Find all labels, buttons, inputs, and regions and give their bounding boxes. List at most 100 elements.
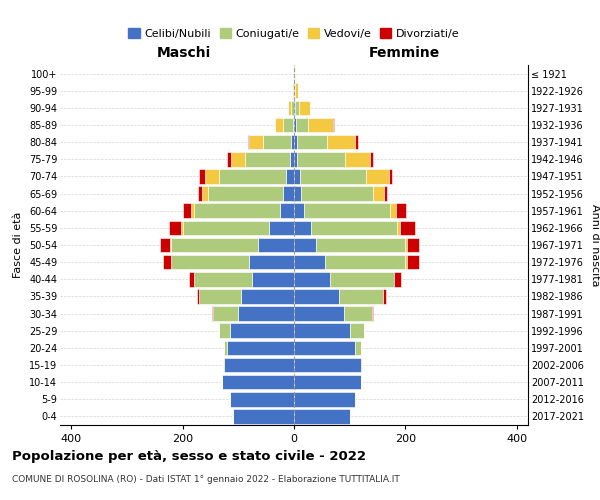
Bar (294, 272, 330, 286)
Bar (391, 204, 396, 218)
Bar (311, 220, 397, 235)
Bar (367, 169, 389, 184)
Legend: Celibi/Nubili, Coniugati/e, Vedovi/e, Divorziati/e: Celibi/Nubili, Coniugati/e, Vedovi/e, Di… (124, 24, 464, 44)
Bar (294, 340, 355, 355)
Bar (293, 84, 294, 98)
Bar (370, 152, 373, 166)
Bar (199, 169, 205, 184)
Bar (294, 375, 361, 390)
Bar (172, 238, 258, 252)
Y-axis label: Fasce di età: Fasce di età (13, 212, 23, 278)
Text: Femmine: Femmine (368, 46, 440, 60)
Bar (297, 135, 328, 150)
Bar (406, 255, 407, 270)
Bar (294, 84, 295, 98)
Bar (286, 169, 294, 184)
Bar (219, 169, 286, 184)
Bar (169, 220, 181, 235)
Bar (383, 289, 386, 304)
Bar (338, 289, 383, 304)
Bar (163, 255, 171, 270)
Bar (219, 324, 230, 338)
Bar (294, 392, 355, 406)
Bar (263, 135, 291, 150)
Bar (328, 135, 355, 150)
Bar (230, 324, 294, 338)
Bar (372, 306, 373, 321)
Bar (230, 392, 294, 406)
Bar (308, 118, 333, 132)
Bar (205, 169, 219, 184)
Bar (407, 238, 419, 252)
Bar (250, 135, 263, 150)
Bar (294, 324, 350, 338)
Bar (355, 340, 361, 355)
Bar (197, 186, 202, 201)
Bar (269, 220, 294, 235)
Bar (275, 118, 283, 132)
Text: COMUNE DI ROSOLINA (RO) - Dati ISTAT 1° gennaio 2022 - Elaborazione TUTTITALIA.I: COMUNE DI ROSOLINA (RO) - Dati ISTAT 1° … (12, 475, 400, 484)
Bar (194, 272, 252, 286)
Bar (350, 324, 364, 338)
Bar (296, 118, 308, 132)
Bar (182, 220, 269, 235)
Bar (227, 152, 231, 166)
Bar (294, 152, 298, 166)
Bar (294, 118, 296, 132)
Bar (291, 135, 294, 150)
Bar (280, 204, 294, 218)
Bar (294, 289, 338, 304)
Bar (294, 169, 299, 184)
Bar (208, 186, 283, 201)
Bar (252, 272, 294, 286)
Bar (221, 375, 294, 390)
Bar (344, 306, 372, 321)
Bar (283, 186, 294, 201)
Bar (294, 238, 316, 252)
Bar (299, 169, 367, 184)
Bar (283, 118, 293, 132)
Bar (396, 204, 406, 218)
Text: Maschi: Maschi (157, 46, 211, 60)
Bar (294, 135, 297, 150)
Bar (293, 118, 294, 132)
Bar (170, 238, 172, 252)
Bar (212, 306, 213, 321)
Bar (294, 204, 304, 218)
Bar (241, 289, 294, 304)
Bar (172, 255, 250, 270)
Bar (355, 135, 358, 150)
Bar (250, 255, 294, 270)
Bar (289, 100, 291, 115)
Bar (344, 152, 370, 166)
Bar (316, 238, 406, 252)
Bar (245, 152, 290, 166)
Bar (294, 409, 350, 424)
Bar (294, 186, 301, 201)
Bar (294, 255, 325, 270)
Bar (292, 84, 293, 98)
Bar (181, 220, 182, 235)
Bar (361, 358, 362, 372)
Bar (182, 204, 191, 218)
Bar (231, 152, 245, 166)
Bar (295, 84, 298, 98)
Bar (294, 220, 311, 235)
Bar (290, 152, 294, 166)
Bar (160, 238, 170, 252)
Bar (299, 100, 310, 115)
Bar (373, 186, 384, 201)
Bar (197, 289, 199, 304)
Bar (199, 289, 241, 304)
Bar (189, 272, 194, 286)
Bar (384, 186, 387, 201)
Bar (298, 152, 345, 166)
Bar (224, 358, 294, 372)
Bar (223, 358, 224, 372)
Bar (233, 409, 294, 424)
Bar (325, 255, 406, 270)
Bar (406, 238, 407, 252)
Bar (397, 220, 400, 235)
Bar (238, 306, 294, 321)
Bar (202, 186, 208, 201)
